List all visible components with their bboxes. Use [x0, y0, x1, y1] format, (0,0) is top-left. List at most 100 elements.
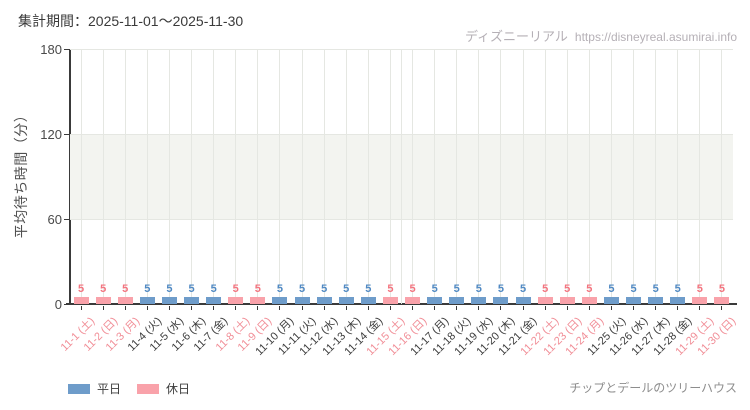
y-axis: 0 60 120 180 — [0, 43, 62, 311]
wait-time-bar[interactable] — [581, 296, 597, 304]
wait-time-bar[interactable] — [493, 296, 509, 304]
bar-slot: 5 11-24 (月) — [563, 49, 606, 358]
wait-time-bar[interactable] — [405, 296, 421, 304]
bar-value-label: 5 — [696, 282, 703, 295]
x-tick — [699, 306, 701, 310]
gridline — [522, 49, 524, 304]
y-tick-mark — [64, 48, 69, 50]
site-watermark: ディズニーリアル https://disneyreal.asumirai.inf… — [465, 26, 737, 45]
bar-slot: 5 11-17 (月) — [408, 49, 451, 358]
wait-time-bar[interactable] — [139, 296, 155, 304]
bar-value-label: 5 — [188, 282, 195, 295]
bar-value-label: 5 — [321, 282, 328, 295]
wait-time-bar[interactable] — [95, 296, 111, 304]
gridline — [566, 49, 568, 304]
wait-time-bar[interactable] — [184, 296, 200, 304]
wait-time-bar[interactable] — [206, 296, 222, 304]
bar-slot: 5 11-11 (火) — [276, 49, 319, 357]
bar-slot: 5 11-15 (土) — [364, 49, 407, 358]
x-tick — [544, 306, 546, 310]
wait-time-bar[interactable] — [272, 296, 288, 304]
bar-value-label: 5 — [542, 282, 549, 295]
gridline — [434, 49, 436, 304]
wait-time-bar[interactable] — [360, 296, 376, 304]
bar-value-label: 5 — [497, 282, 504, 295]
bar-value-label: 5 — [166, 282, 173, 295]
legend-item-weekday[interactable]: 平日 — [68, 380, 121, 397]
bar-value-label: 5 — [232, 282, 239, 295]
bar-slot: 5 11-8 (土) — [214, 49, 252, 354]
site-url: https://disneyreal.asumirai.info — [574, 30, 737, 44]
x-tick — [566, 306, 568, 310]
gridline — [124, 49, 126, 304]
x-tick — [677, 306, 679, 310]
attraction-name: チップとデールのツリーハウス — [569, 381, 737, 395]
bar-slot: 5 11-16 (日) — [386, 49, 429, 358]
wait-time-bar[interactable] — [316, 296, 332, 304]
gridline — [213, 49, 215, 304]
y-tick-label: 180 — [40, 41, 62, 57]
wait-time-bar[interactable] — [427, 296, 443, 304]
wait-time-bar[interactable] — [382, 296, 398, 304]
wait-time-bar[interactable] — [338, 296, 354, 304]
wait-time-bar[interactable] — [603, 296, 619, 304]
bar-slot: 5 11-27 (木) — [629, 49, 672, 358]
wait-time-bar[interactable] — [670, 296, 686, 304]
x-tick — [168, 306, 170, 310]
bar-value-label: 5 — [718, 282, 725, 295]
wait-time-bar[interactable] — [161, 296, 177, 304]
gridline — [456, 49, 458, 304]
gridline — [146, 49, 148, 304]
bar-value-label: 5 — [343, 282, 350, 295]
x-tick — [146, 306, 148, 310]
bar-slot: 5 11-20 (木) — [475, 49, 518, 358]
wait-time-bar[interactable] — [449, 296, 465, 304]
bar-value-label: 5 — [144, 282, 151, 295]
wait-time-bar[interactable] — [471, 296, 487, 304]
bar-value-label: 5 — [475, 282, 482, 295]
y-tick-mark — [64, 133, 69, 135]
wait-time-bar[interactable] — [714, 296, 730, 304]
legend-label-weekday: 平日 — [97, 382, 122, 396]
gridline — [677, 49, 679, 304]
gridline — [544, 49, 546, 304]
gridline — [279, 49, 281, 304]
wait-time-bar[interactable] — [559, 296, 575, 304]
x-tick — [301, 306, 303, 310]
bar-slot: 5 11-14 (金) — [342, 49, 385, 358]
wait-time-bar[interactable] — [648, 296, 664, 304]
bar-value-label: 5 — [519, 282, 527, 295]
bar-value-label: 5 — [608, 282, 615, 295]
bar-slot: 5 11-22 (土) — [519, 49, 562, 358]
wait-time-bar[interactable] — [537, 296, 553, 304]
bar-value-label: 5 — [586, 282, 593, 295]
gridline — [345, 49, 347, 304]
x-tick — [522, 306, 524, 310]
legend-swatch-holiday-icon — [137, 383, 160, 394]
bar-value-label: 5 — [254, 282, 261, 295]
gridline — [412, 49, 414, 304]
bar-slot: 5 11-3 (月) — [103, 49, 142, 354]
wait-time-bar[interactable] — [250, 296, 266, 304]
bar-slot: 5 11-9 (日) — [236, 49, 274, 354]
x-tick — [478, 306, 480, 310]
wait-time-bar[interactable] — [117, 296, 133, 304]
legend-swatch-weekday-icon — [68, 383, 90, 394]
gridline — [301, 49, 303, 304]
wait-time-bar[interactable] — [626, 296, 642, 304]
bar-value-label: 5 — [298, 282, 306, 295]
bar-value-label: 5 — [564, 282, 571, 295]
bar-value-label: 5 — [652, 282, 659, 295]
wait-time-bar[interactable] — [73, 296, 89, 304]
wait-time-bar[interactable] — [294, 296, 310, 304]
gridline — [699, 49, 701, 304]
bar-slot: 5 11-2 (日) — [81, 49, 120, 354]
bar-value-label: 5 — [210, 282, 217, 295]
wait-time-bar[interactable] — [692, 296, 708, 304]
bar-slot: 5 11-23 (日) — [541, 49, 584, 358]
gridline — [191, 49, 193, 304]
legend-item-holiday[interactable]: 休日 — [137, 380, 190, 397]
wait-time-bar[interactable] — [515, 296, 531, 304]
wait-time-bar[interactable] — [228, 296, 244, 304]
bar-slot: 5 11-1 (土) — [59, 49, 98, 354]
